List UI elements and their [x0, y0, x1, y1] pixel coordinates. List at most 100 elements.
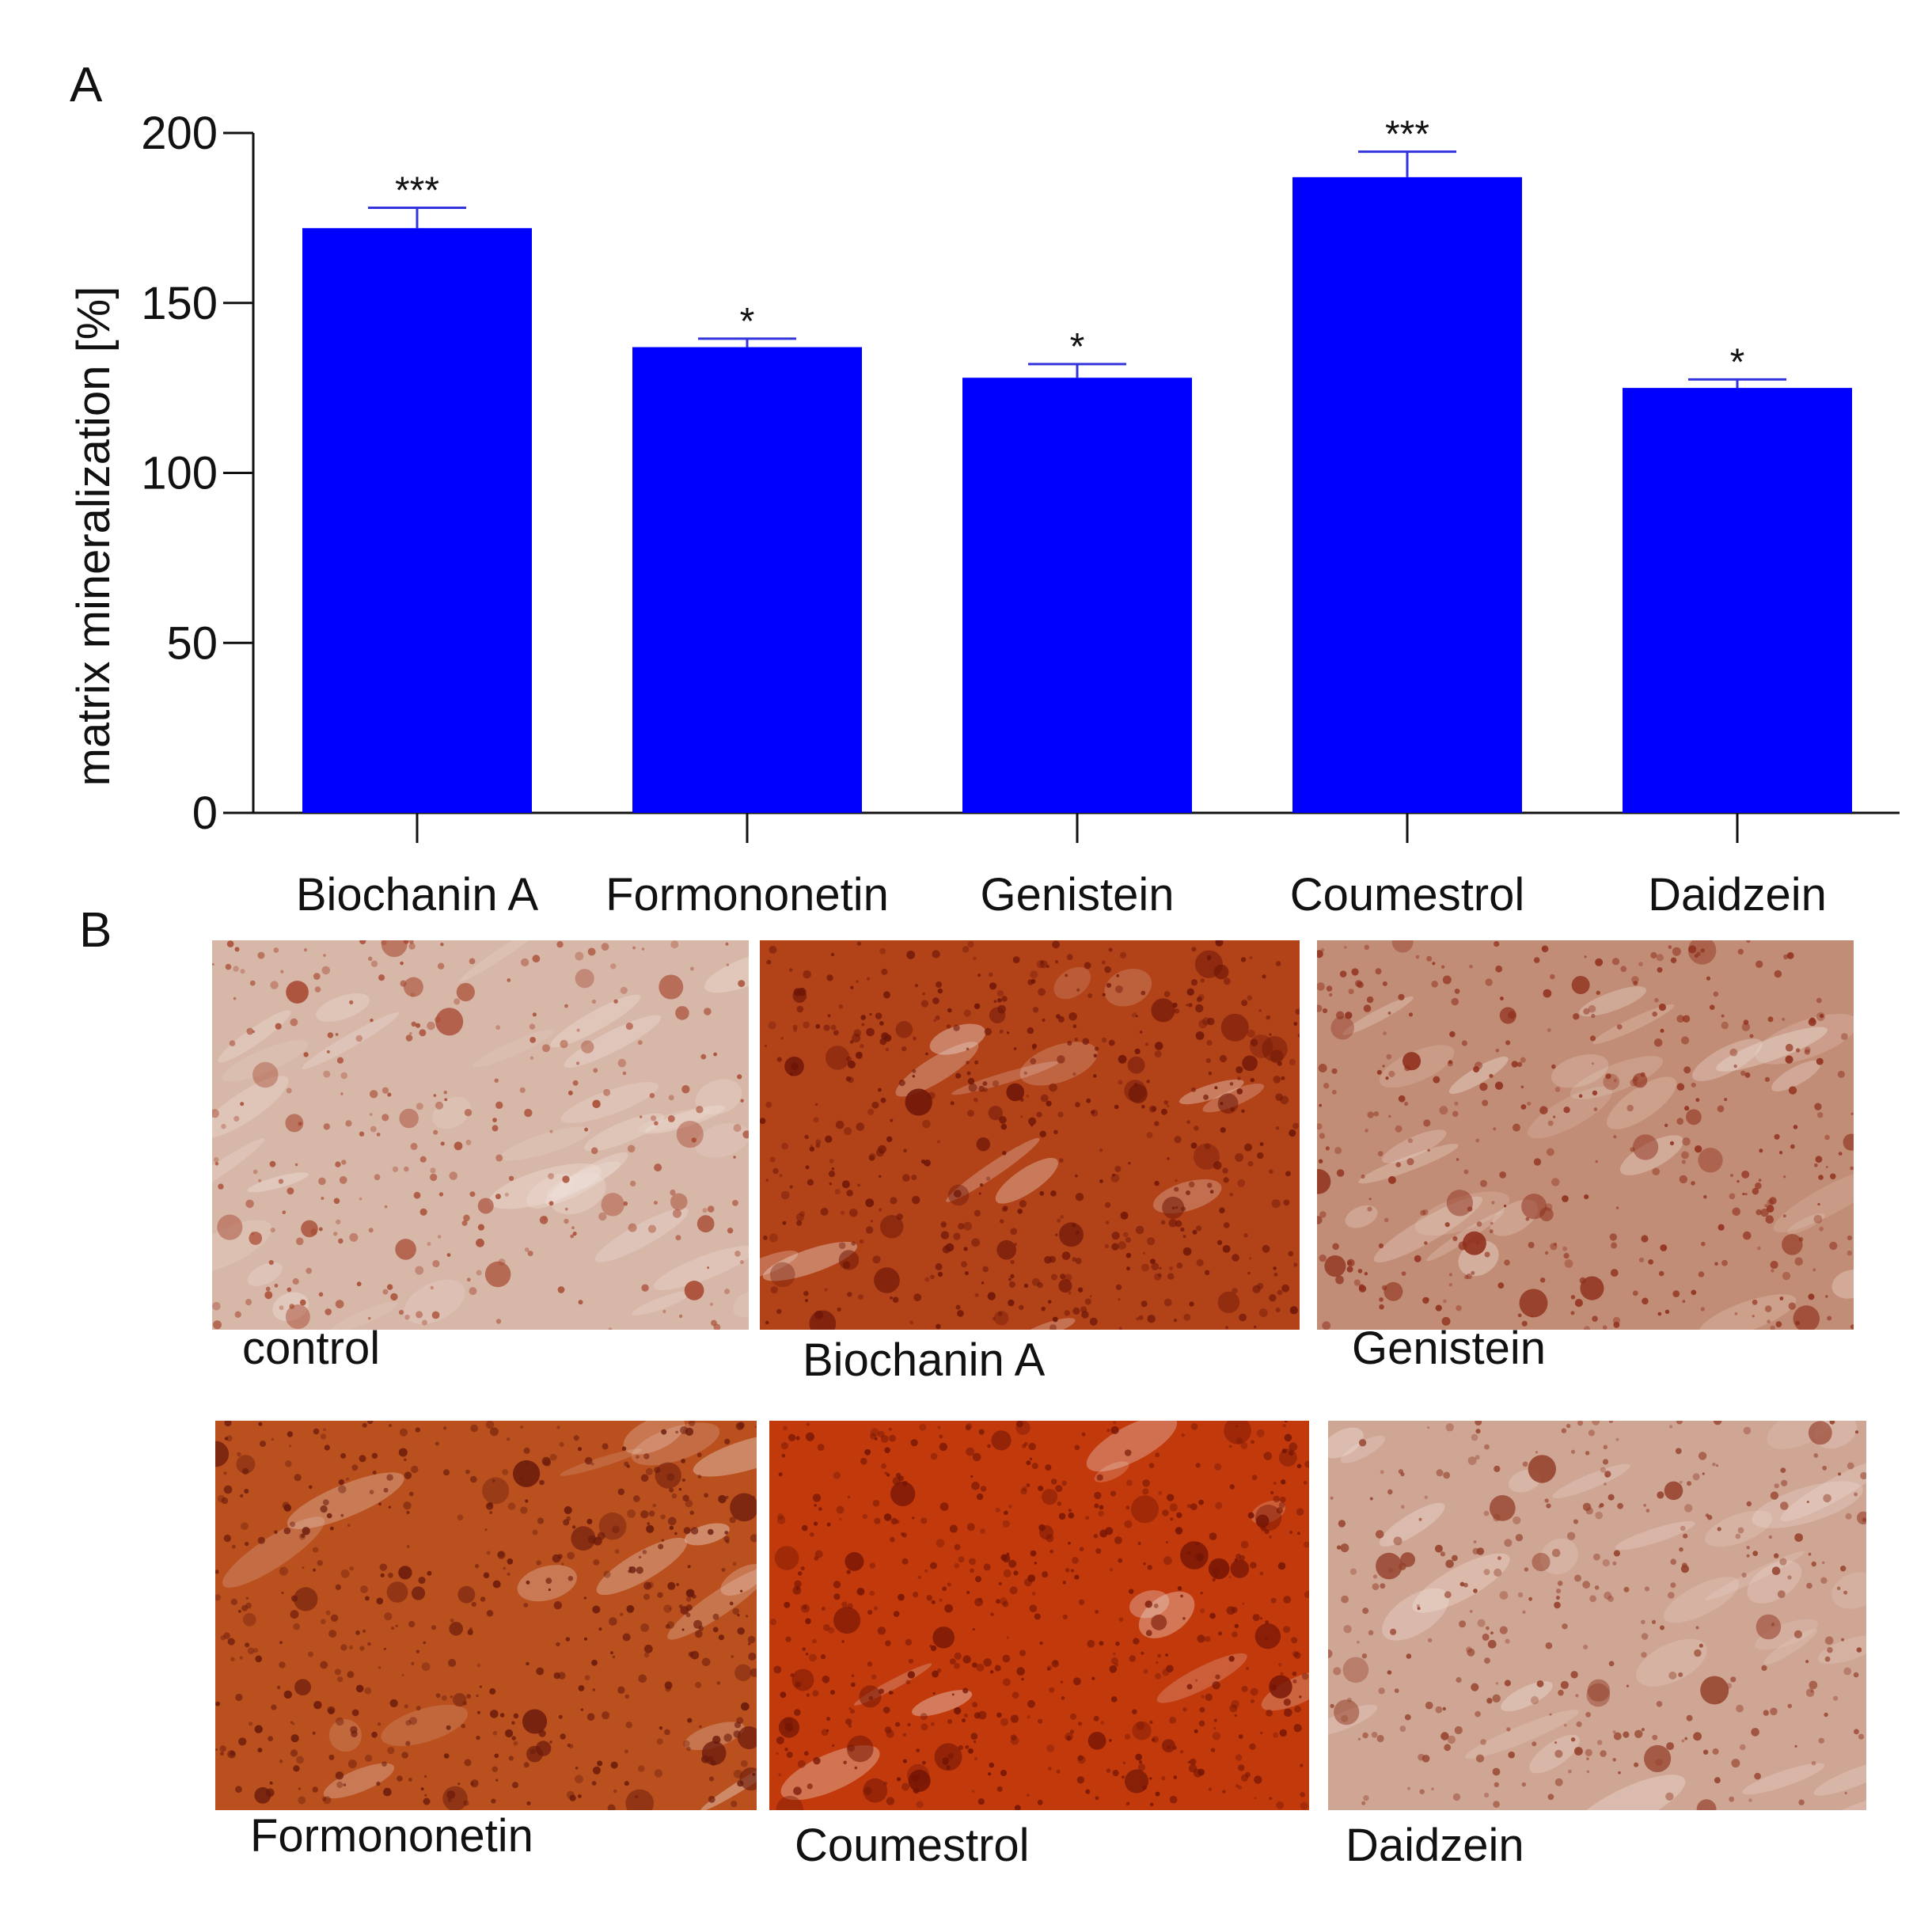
- micrograph-spot: [1785, 1043, 1793, 1052]
- micrograph-spot: [769, 1262, 795, 1288]
- micrograph-biochanin-a-image: [760, 940, 1300, 1330]
- micrograph-spot: [1595, 1511, 1603, 1520]
- micrograph-spot: [1566, 1532, 1576, 1540]
- micrograph-spot: [620, 986, 628, 994]
- micrograph-spot: [1108, 947, 1113, 952]
- micrograph-spot: [967, 1077, 975, 1085]
- micrograph-spot: [532, 1529, 538, 1535]
- micrograph-spot: [264, 1291, 273, 1300]
- micrograph-spot: [1819, 1226, 1824, 1232]
- micrograph-spot: [293, 1765, 300, 1772]
- micrograph-spot: [643, 1453, 650, 1460]
- micrograph-spot: [408, 1491, 414, 1497]
- micrograph-spot: [430, 1167, 436, 1174]
- micrograph-spot: [746, 1615, 749, 1618]
- micrograph-control: [212, 940, 749, 1330]
- micrograph-spot: [837, 1307, 841, 1312]
- caption-daidzein: Daidzein: [1346, 1820, 1524, 1871]
- micrograph-spot: [752, 1495, 756, 1499]
- micrograph-spot: [245, 1642, 250, 1648]
- micrograph-spot: [1132, 1721, 1152, 1740]
- micrograph-spot: [1060, 1215, 1065, 1219]
- micrograph-spot: [388, 1424, 393, 1428]
- micrograph-spot: [1473, 1540, 1477, 1544]
- micrograph-spot: [1398, 993, 1405, 1000]
- micrograph-spot: [974, 1756, 978, 1761]
- micrograph-spot: [1816, 1057, 1824, 1065]
- micrograph-spot: [676, 1583, 680, 1586]
- micrograph-streak: [1747, 1560, 1802, 1604]
- micrograph-spot: [1187, 1760, 1191, 1764]
- micrograph-spot: [1554, 1749, 1563, 1758]
- micrograph-spot: [499, 1713, 505, 1718]
- micrograph-spot: [217, 1494, 226, 1503]
- micrograph-spot: [338, 1479, 344, 1486]
- micrograph-spot: [1779, 1558, 1787, 1566]
- micrograph-spot: [1237, 1785, 1243, 1790]
- micrograph-spot: [1244, 1771, 1251, 1778]
- micrograph-spot: [1193, 1143, 1220, 1170]
- micrograph-spot: [403, 1501, 412, 1510]
- micrograph-spot: [1705, 1513, 1710, 1517]
- micrograph-spot: [1847, 1235, 1853, 1241]
- micrograph-spot: [690, 1650, 700, 1660]
- micrograph-spot: [1232, 1288, 1238, 1294]
- micrograph-spot: [506, 1437, 511, 1441]
- micrograph-spot: [469, 1475, 477, 1483]
- micrograph-spot: [769, 1156, 776, 1163]
- micrograph-spot: [1200, 1608, 1205, 1614]
- micrograph-spot: [1328, 1649, 1333, 1658]
- micrograph-spot: [778, 1472, 783, 1477]
- micrograph-spot: [607, 1804, 616, 1810]
- micrograph-spot: [479, 1685, 482, 1688]
- micrograph-spot: [640, 1623, 650, 1632]
- micrograph-spot: [336, 1781, 344, 1789]
- micrograph-spot: [480, 1596, 486, 1602]
- micrograph-spot: [1162, 1739, 1175, 1752]
- micrograph-spot: [772, 1167, 779, 1175]
- micrograph-spot: [1038, 1486, 1044, 1491]
- micrograph-spot: [522, 1709, 548, 1734]
- micrograph-spot: [1533, 1158, 1542, 1166]
- micrograph-spot: [912, 1075, 915, 1078]
- micrograph-spot: [391, 1627, 395, 1630]
- micrograph-spot: [1051, 1660, 1059, 1668]
- micrograph-spot: [894, 1722, 901, 1727]
- micrograph-spot: [1118, 1080, 1123, 1085]
- micrograph-spot: [443, 1091, 447, 1095]
- micrograph-spot: [781, 1142, 788, 1150]
- micrograph-spot: [681, 1459, 686, 1463]
- micrograph-spot: [1182, 1235, 1186, 1239]
- micrograph-spot: [1795, 1048, 1801, 1053]
- micrograph-spot: [223, 1632, 230, 1639]
- micrograph-spot: [378, 1502, 381, 1506]
- micrograph-spot: [1724, 1098, 1728, 1102]
- micrograph-spot: [958, 1744, 964, 1751]
- micrograph-spot: [1044, 1255, 1052, 1264]
- micrograph-spot: [1471, 1683, 1479, 1691]
- micrograph-spot: [212, 962, 214, 966]
- micrograph-spot: [814, 1550, 823, 1558]
- micrograph-spot: [1706, 976, 1711, 981]
- micrograph-spot: [1217, 1291, 1240, 1314]
- micrograph-spot: [1675, 1448, 1682, 1455]
- micrograph-spot: [1632, 1072, 1648, 1088]
- micrograph-spot: [1404, 1065, 1411, 1072]
- micrograph-spot: [1589, 1035, 1596, 1042]
- micrograph-spot: [1545, 1642, 1553, 1649]
- micrograph-spot: [1777, 1590, 1786, 1599]
- micrograph-spot: [1259, 1617, 1263, 1620]
- micrograph-spot: [791, 1668, 814, 1691]
- micrograph-spot: [1786, 952, 1794, 959]
- micrograph-spot: [598, 1512, 627, 1540]
- micrograph-spot: [318, 1177, 326, 1186]
- micrograph-spot: [1522, 1461, 1528, 1467]
- micrograph-spot: [1562, 1195, 1569, 1202]
- micrograph-spot: [1110, 1490, 1117, 1497]
- micrograph-spot: [543, 1459, 552, 1467]
- micrograph-spot: [857, 1294, 864, 1300]
- micrograph-spot: [446, 1790, 456, 1799]
- micrograph-spot: [327, 1032, 334, 1038]
- micrograph-spot: [1086, 1098, 1091, 1103]
- micrograph-spot: [556, 941, 564, 948]
